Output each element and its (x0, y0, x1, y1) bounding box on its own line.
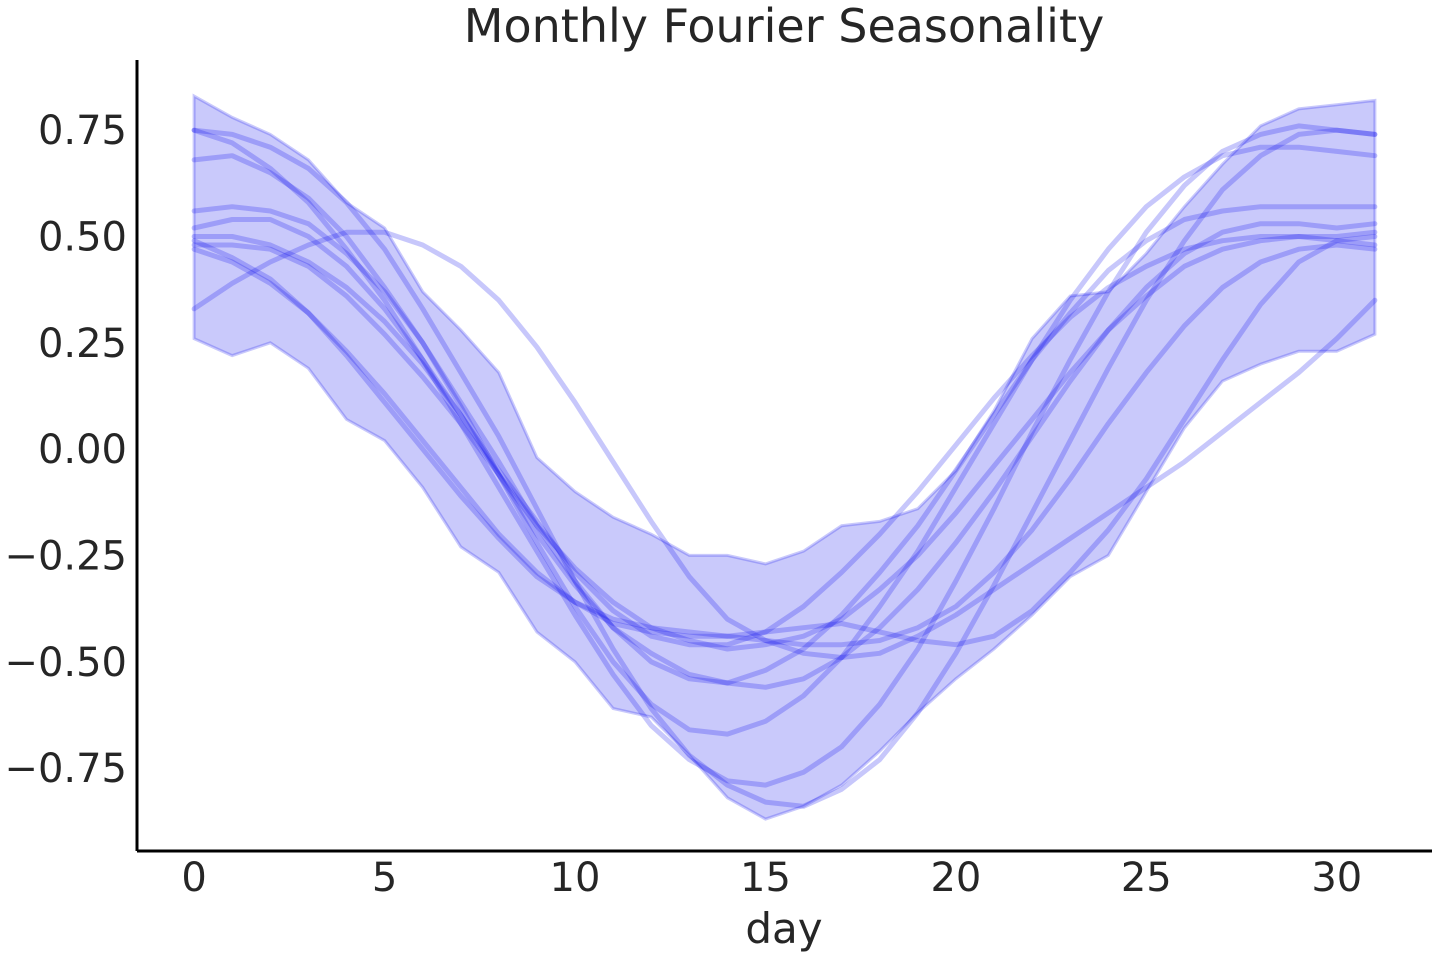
series-line-6 (191, 229, 1378, 648)
y-tick-label: 0.25 (38, 321, 127, 367)
chart-title: Monthly Fourier Seasonality (464, 0, 1104, 53)
y-tick-label: 0.00 (38, 427, 127, 473)
x-tick-label: 10 (550, 855, 601, 901)
y-tick-label: 0.75 (38, 108, 127, 154)
plot-area (191, 93, 1378, 821)
series-line-7 (191, 234, 1378, 652)
series-line-10 (191, 229, 1378, 660)
x-tick-label: 5 (372, 855, 397, 901)
axes (135, 60, 1432, 853)
x-tick-label: 15 (740, 855, 791, 901)
series-line-3 (191, 144, 1378, 737)
uncertainty-band (192, 93, 1377, 821)
y-tick-label: −0.50 (4, 640, 127, 686)
x-tick-labels: 0 5 10 15 20 25 30 (181, 855, 1362, 901)
y-tick-label: −0.75 (4, 746, 127, 792)
series-line-4 (191, 204, 1378, 686)
x-tick-label: 20 (930, 855, 981, 901)
y-tick-labels: 0.75 0.50 0.25 0.00 −0.25 −0.50 −0.75 (4, 108, 127, 792)
series-line-5 (191, 217, 1378, 690)
y-tick-label: −0.25 (4, 533, 127, 579)
x-tick-label: 25 (1121, 855, 1172, 901)
series-line-2 (191, 123, 1378, 788)
y-tick-label: 0.50 (38, 215, 127, 261)
x-tick-label: 0 (181, 855, 206, 901)
series-line-1 (191, 127, 1378, 809)
series-line-8 (191, 238, 1378, 648)
x-axis-label: day (745, 904, 822, 953)
x-tick-label: 30 (1311, 855, 1362, 901)
series-line-9 (191, 234, 1378, 648)
